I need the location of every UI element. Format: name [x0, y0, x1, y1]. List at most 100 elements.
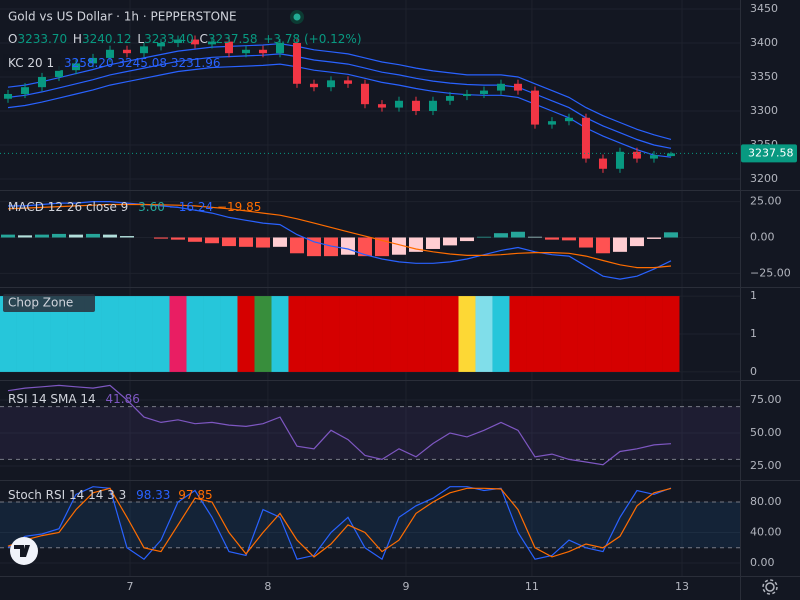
histogram-bar — [289, 237, 304, 254]
series-line — [8, 201, 672, 280]
chop-bar — [458, 296, 476, 372]
ohlc-value: 3240.12 — [82, 32, 132, 46]
histogram-bar — [459, 237, 474, 242]
rsi-legend[interactable]: RSI 14 SMA 14 41.86 — [8, 392, 140, 406]
chop-bar — [152, 296, 170, 372]
legend-box — [3, 54, 61, 71]
candle-body — [224, 41, 233, 54]
panel — [0, 201, 740, 280]
histogram-bar — [612, 237, 627, 252]
series-line — [7, 53, 672, 149]
y-tick-label: 25.00 — [750, 195, 782, 208]
y-tick-label: 75.00 — [750, 393, 782, 406]
chop-bar — [492, 296, 510, 372]
ohlc-legend: O3233.70 H3240.12 L3233.40 C3237.58 +3.7… — [8, 32, 362, 46]
band-fill — [0, 501, 740, 548]
chop-bar — [135, 296, 153, 372]
candle-body — [377, 104, 386, 108]
market-status-dot — [293, 13, 301, 21]
panel — [0, 486, 740, 564]
ohlc-key: L — [137, 32, 144, 46]
histogram-bar — [629, 237, 644, 247]
chop-bar — [16, 296, 34, 372]
candle-body — [496, 83, 505, 91]
chop-bar — [237, 296, 255, 372]
histogram-bar — [153, 237, 168, 239]
histogram-bar — [272, 237, 287, 247]
x-tick-label: 11 — [525, 580, 539, 593]
candle-body — [666, 153, 675, 157]
indicator-label: Stoch RSI 14 14 3 3 — [8, 488, 126, 502]
histogram-bar — [119, 236, 134, 238]
candle-body — [3, 93, 12, 99]
histogram-bar — [68, 234, 83, 238]
chop-legend[interactable]: Chop Zone — [8, 296, 73, 310]
candle-body — [530, 90, 539, 125]
chop-bar — [50, 296, 68, 372]
histogram-bar — [391, 237, 406, 255]
candle-body — [615, 151, 624, 169]
macd-legend[interactable]: MACD 12 26 close 9 3.60 −16.24 −19.85 — [8, 200, 261, 214]
candle-body — [156, 42, 165, 47]
chop-bar — [203, 296, 221, 372]
candle-body — [37, 76, 46, 88]
candle-body — [547, 121, 556, 125]
chop-bar — [254, 296, 272, 372]
series-line — [7, 63, 672, 158]
histogram-bar — [323, 237, 338, 257]
chop-bar — [628, 296, 646, 372]
histogram-bar — [374, 237, 389, 257]
y-tick-label: 3400 — [750, 36, 778, 49]
candle-body — [71, 63, 80, 71]
y-tick-label: 3350 — [750, 70, 778, 83]
candle-body — [241, 49, 250, 54]
ohlc-value: 3237.58 — [208, 32, 258, 46]
candle-body — [275, 42, 284, 54]
y-tick-label: 40.00 — [750, 526, 782, 539]
chop-bar — [288, 296, 306, 372]
logo[interactable] — [10, 537, 38, 565]
histogram-bar — [357, 237, 372, 257]
indicator-value: 3245.08 — [117, 56, 167, 70]
candle-body — [598, 158, 607, 169]
chop-bar — [186, 296, 204, 372]
candle-body — [190, 39, 199, 45]
stoch-legend[interactable]: Stoch RSI 14 14 3 3 98.33 97.85 — [8, 488, 213, 502]
chop-bar — [407, 296, 425, 372]
series-line — [7, 203, 672, 269]
histogram-bar — [510, 231, 525, 238]
series-line — [7, 43, 672, 140]
candle-body — [564, 117, 573, 122]
candle-body — [20, 87, 29, 94]
band-fill — [0, 406, 740, 460]
chop-bar — [441, 296, 459, 372]
chop-bar — [220, 296, 238, 372]
y-tick-label: 1 — [750, 289, 757, 302]
last-price-label: 3237.58 — [748, 146, 794, 159]
panel — [0, 384, 740, 467]
kc-legend[interactable]: KC 20 1 3258.20 3245.08 3231.96 — [8, 56, 220, 70]
candle-body — [360, 83, 369, 105]
histogram-bar — [544, 237, 559, 240]
ohlc-change: +3.78 (+0.12%) — [263, 32, 361, 46]
plots — [0, 0, 740, 576]
settings-icon[interactable] — [762, 579, 778, 595]
chop-bar — [305, 296, 323, 372]
y-tick-label: 1 — [750, 327, 757, 340]
histogram-bar — [663, 232, 678, 238]
chop-bar — [271, 296, 289, 372]
candle-body — [139, 46, 148, 54]
histogram-bar — [595, 237, 610, 254]
histogram-bar — [527, 236, 542, 238]
indicator-value: 97.85 — [178, 488, 212, 502]
histogram-bar — [425, 237, 440, 249]
histogram-bar — [578, 237, 593, 248]
histogram-bar — [442, 237, 457, 246]
chop-bar — [594, 296, 612, 372]
chop-bar — [475, 296, 493, 372]
candle-body — [207, 41, 216, 45]
histogram-bar — [85, 233, 100, 238]
series-line — [7, 486, 672, 561]
candle-body — [326, 80, 335, 88]
chop-bar — [424, 296, 442, 372]
